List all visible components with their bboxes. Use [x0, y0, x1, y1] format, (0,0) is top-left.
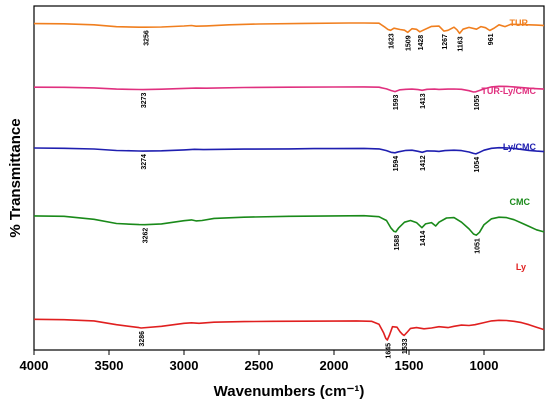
- series-label: Ly: [516, 262, 526, 272]
- y-axis-title: % Transmittance: [7, 118, 24, 237]
- x-axis: 4000 3500 3000 2500 2000 1500 1000: [20, 350, 499, 373]
- peak-label: 1428: [418, 35, 425, 51]
- peak-label: 1588: [394, 235, 401, 251]
- peak-label: 3286: [139, 331, 146, 347]
- peak-label: 961: [488, 33, 495, 45]
- peak-label: 1163: [458, 36, 465, 51]
- peak-label: 3274: [141, 154, 148, 170]
- peak-label: 1593: [393, 94, 400, 110]
- series-line-tur-ly-cmc: [33, 85, 545, 93]
- series-line-cmc: [33, 214, 545, 236]
- peak-label: 1509: [406, 35, 413, 51]
- series-label: CMC: [510, 197, 531, 207]
- peak-label: 1412: [420, 155, 427, 171]
- x-tick-label: 2500: [245, 358, 274, 373]
- peak-label: 3262: [143, 228, 150, 244]
- peak-label: 1594: [393, 156, 400, 172]
- peak-label: 1533: [402, 338, 409, 354]
- peak-label: 1623: [389, 33, 396, 49]
- x-tick-label: 3000: [170, 358, 199, 373]
- peak-label: 1054: [474, 157, 481, 173]
- peak-label: 3256: [144, 30, 151, 46]
- x-axis-title: Wavenumbers (cm⁻¹): [214, 383, 365, 400]
- series-line-ly: [33, 318, 545, 341]
- series-label: TUR: [510, 18, 529, 28]
- peak-annotations: 3256 1623 1509 1428 1267 1163 961 3273 1593 1413 1…: [139, 30, 495, 358]
- x-tick-label: 4000: [20, 358, 49, 373]
- series-label: TUR-Ly/CMC: [481, 86, 536, 96]
- x-tick-label: 1500: [395, 358, 424, 373]
- peak-label: 1051: [474, 238, 481, 254]
- series-line-tur: [33, 22, 545, 35]
- plot-frame: [33, 5, 545, 351]
- peak-label: 1414: [420, 231, 427, 247]
- peak-label: 1413: [420, 93, 427, 109]
- x-tick-label: 1000: [470, 358, 499, 373]
- peak-label: 1055: [474, 95, 481, 111]
- x-tick-label: 2000: [320, 358, 349, 373]
- plot-area: [33, 22, 545, 341]
- peak-label: 1645: [385, 343, 392, 359]
- peak-label: 1267: [442, 34, 449, 50]
- peak-label: 3273: [141, 92, 148, 108]
- x-tick-label: 3500: [95, 358, 124, 373]
- series-label: Ly/CMC: [503, 142, 537, 152]
- series-labels: TUR TUR-Ly/CMC Ly/CMC CMC Ly: [481, 18, 536, 272]
- series-line-ly-cmc: [33, 146, 545, 155]
